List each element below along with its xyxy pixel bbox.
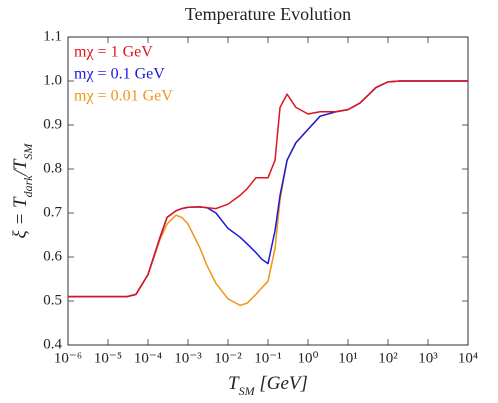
series-line: [68, 80, 468, 298]
x-tick-label: 10⁰: [297, 350, 318, 366]
chart-title: Temperature Evolution: [185, 4, 351, 24]
x-axis-label-part: [GeV]: [255, 373, 308, 394]
y-tick-label: 0.5: [43, 292, 62, 308]
x-axis-label-part: T: [228, 373, 240, 394]
y-axis-label-part: SM: [21, 143, 35, 160]
y-tick-label: 0.8: [43, 160, 62, 176]
x-tick-label: 10⁻²: [214, 350, 242, 366]
y-axis-label: ξ = Tdark/TSM: [10, 143, 34, 239]
x-tick-label: 10⁻⁵: [94, 350, 122, 366]
y-tick-label: 1.0: [43, 72, 62, 88]
y-tick-label: 0.6: [43, 248, 62, 264]
x-tick-label: 10⁴: [458, 350, 478, 366]
y-tick-label: 1.1: [43, 28, 62, 44]
y-tick-label: 0.9: [43, 116, 62, 132]
series-line: [68, 80, 468, 307]
x-axis-label: TSM [GeV]: [228, 373, 308, 397]
x-tick-label: 10²: [378, 350, 398, 366]
y-axis-label-part: ξ = T: [10, 196, 31, 238]
x-tick-label: 10⁻³: [174, 350, 202, 366]
x-tick-label: 10³: [418, 350, 438, 366]
legend-entry: mχ = 0.1 GeV: [74, 66, 165, 83]
legend-entry: mχ = 0.01 GeV: [74, 88, 173, 105]
x-tick-label: 10⁻⁴: [134, 350, 162, 366]
x-tick-label: 10¹: [338, 350, 358, 366]
legend-entry: mχ = 1 GeV: [74, 44, 153, 61]
y-axis-label-part: dark: [21, 175, 35, 198]
series-line: [68, 80, 468, 298]
x-tick-label: 10⁻⁶: [54, 350, 82, 366]
y-tick-label: 0.7: [43, 204, 62, 220]
y-axis-label-part: /T: [10, 158, 31, 176]
y-tick-label: 0.4: [43, 336, 62, 352]
x-tick-label: 10⁻¹: [254, 350, 281, 366]
x-axis-label-part: SM: [239, 384, 256, 398]
plot-frame: [67, 36, 469, 346]
